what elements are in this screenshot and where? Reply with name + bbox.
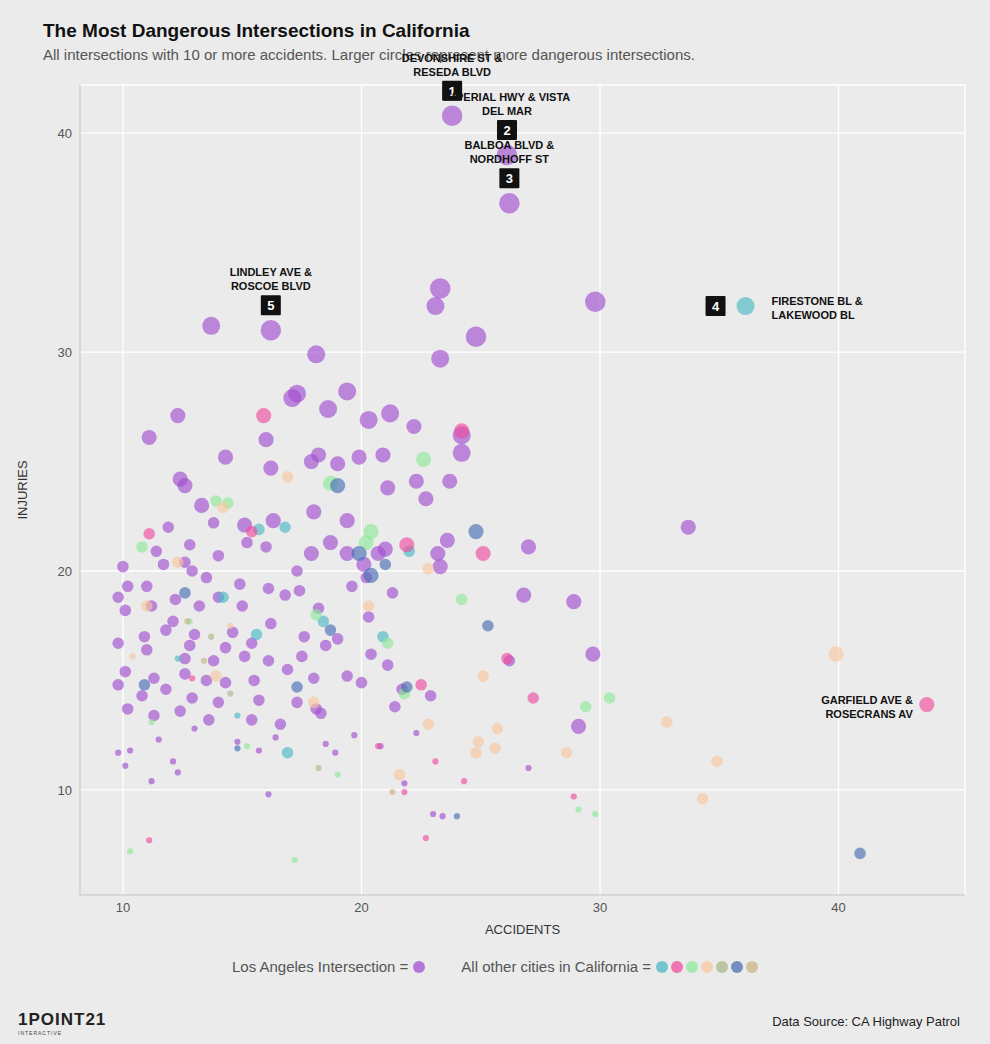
svg-text:LAKEWOOD BL: LAKEWOOD BL (772, 309, 855, 321)
svg-text:BALBOA BLVD &: BALBOA BLVD & (464, 139, 554, 151)
svg-text:NORDHOFF ST: NORDHOFF ST (470, 153, 550, 165)
svg-text:DEVONSHIRE ST &: DEVONSHIRE ST & (402, 52, 503, 64)
svg-text:ROSECRANS AV: ROSECRANS AV (825, 708, 913, 720)
svg-text:DEL MAR: DEL MAR (482, 105, 532, 117)
svg-text:4: 4 (712, 299, 720, 314)
svg-text:20: 20 (58, 564, 72, 579)
svg-text:10: 10 (58, 783, 72, 798)
svg-text:20: 20 (354, 900, 368, 915)
svg-text:RESEDA BLVD: RESEDA BLVD (413, 66, 491, 78)
svg-text:ROSCOE BLVD: ROSCOE BLVD (231, 280, 311, 292)
svg-text:IMPERIAL HWY & VISTA: IMPERIAL HWY & VISTA (444, 91, 571, 103)
svg-text:40: 40 (831, 900, 845, 915)
svg-text:INJURIES: INJURIES (15, 460, 30, 520)
svg-text:2: 2 (503, 123, 510, 138)
svg-text:GARFIELD AVE &: GARFIELD AVE & (821, 694, 913, 706)
svg-text:30: 30 (593, 900, 607, 915)
svg-text:40: 40 (58, 126, 72, 141)
svg-text:3: 3 (506, 171, 513, 186)
svg-text:FIRESTONE BL &: FIRESTONE BL & (772, 295, 863, 307)
svg-text:LINDLEY AVE &: LINDLEY AVE & (230, 266, 312, 278)
svg-text:ACCIDENTS: ACCIDENTS (485, 922, 560, 937)
svg-text:30: 30 (58, 345, 72, 360)
svg-text:5: 5 (267, 298, 274, 313)
svg-text:10: 10 (116, 900, 130, 915)
